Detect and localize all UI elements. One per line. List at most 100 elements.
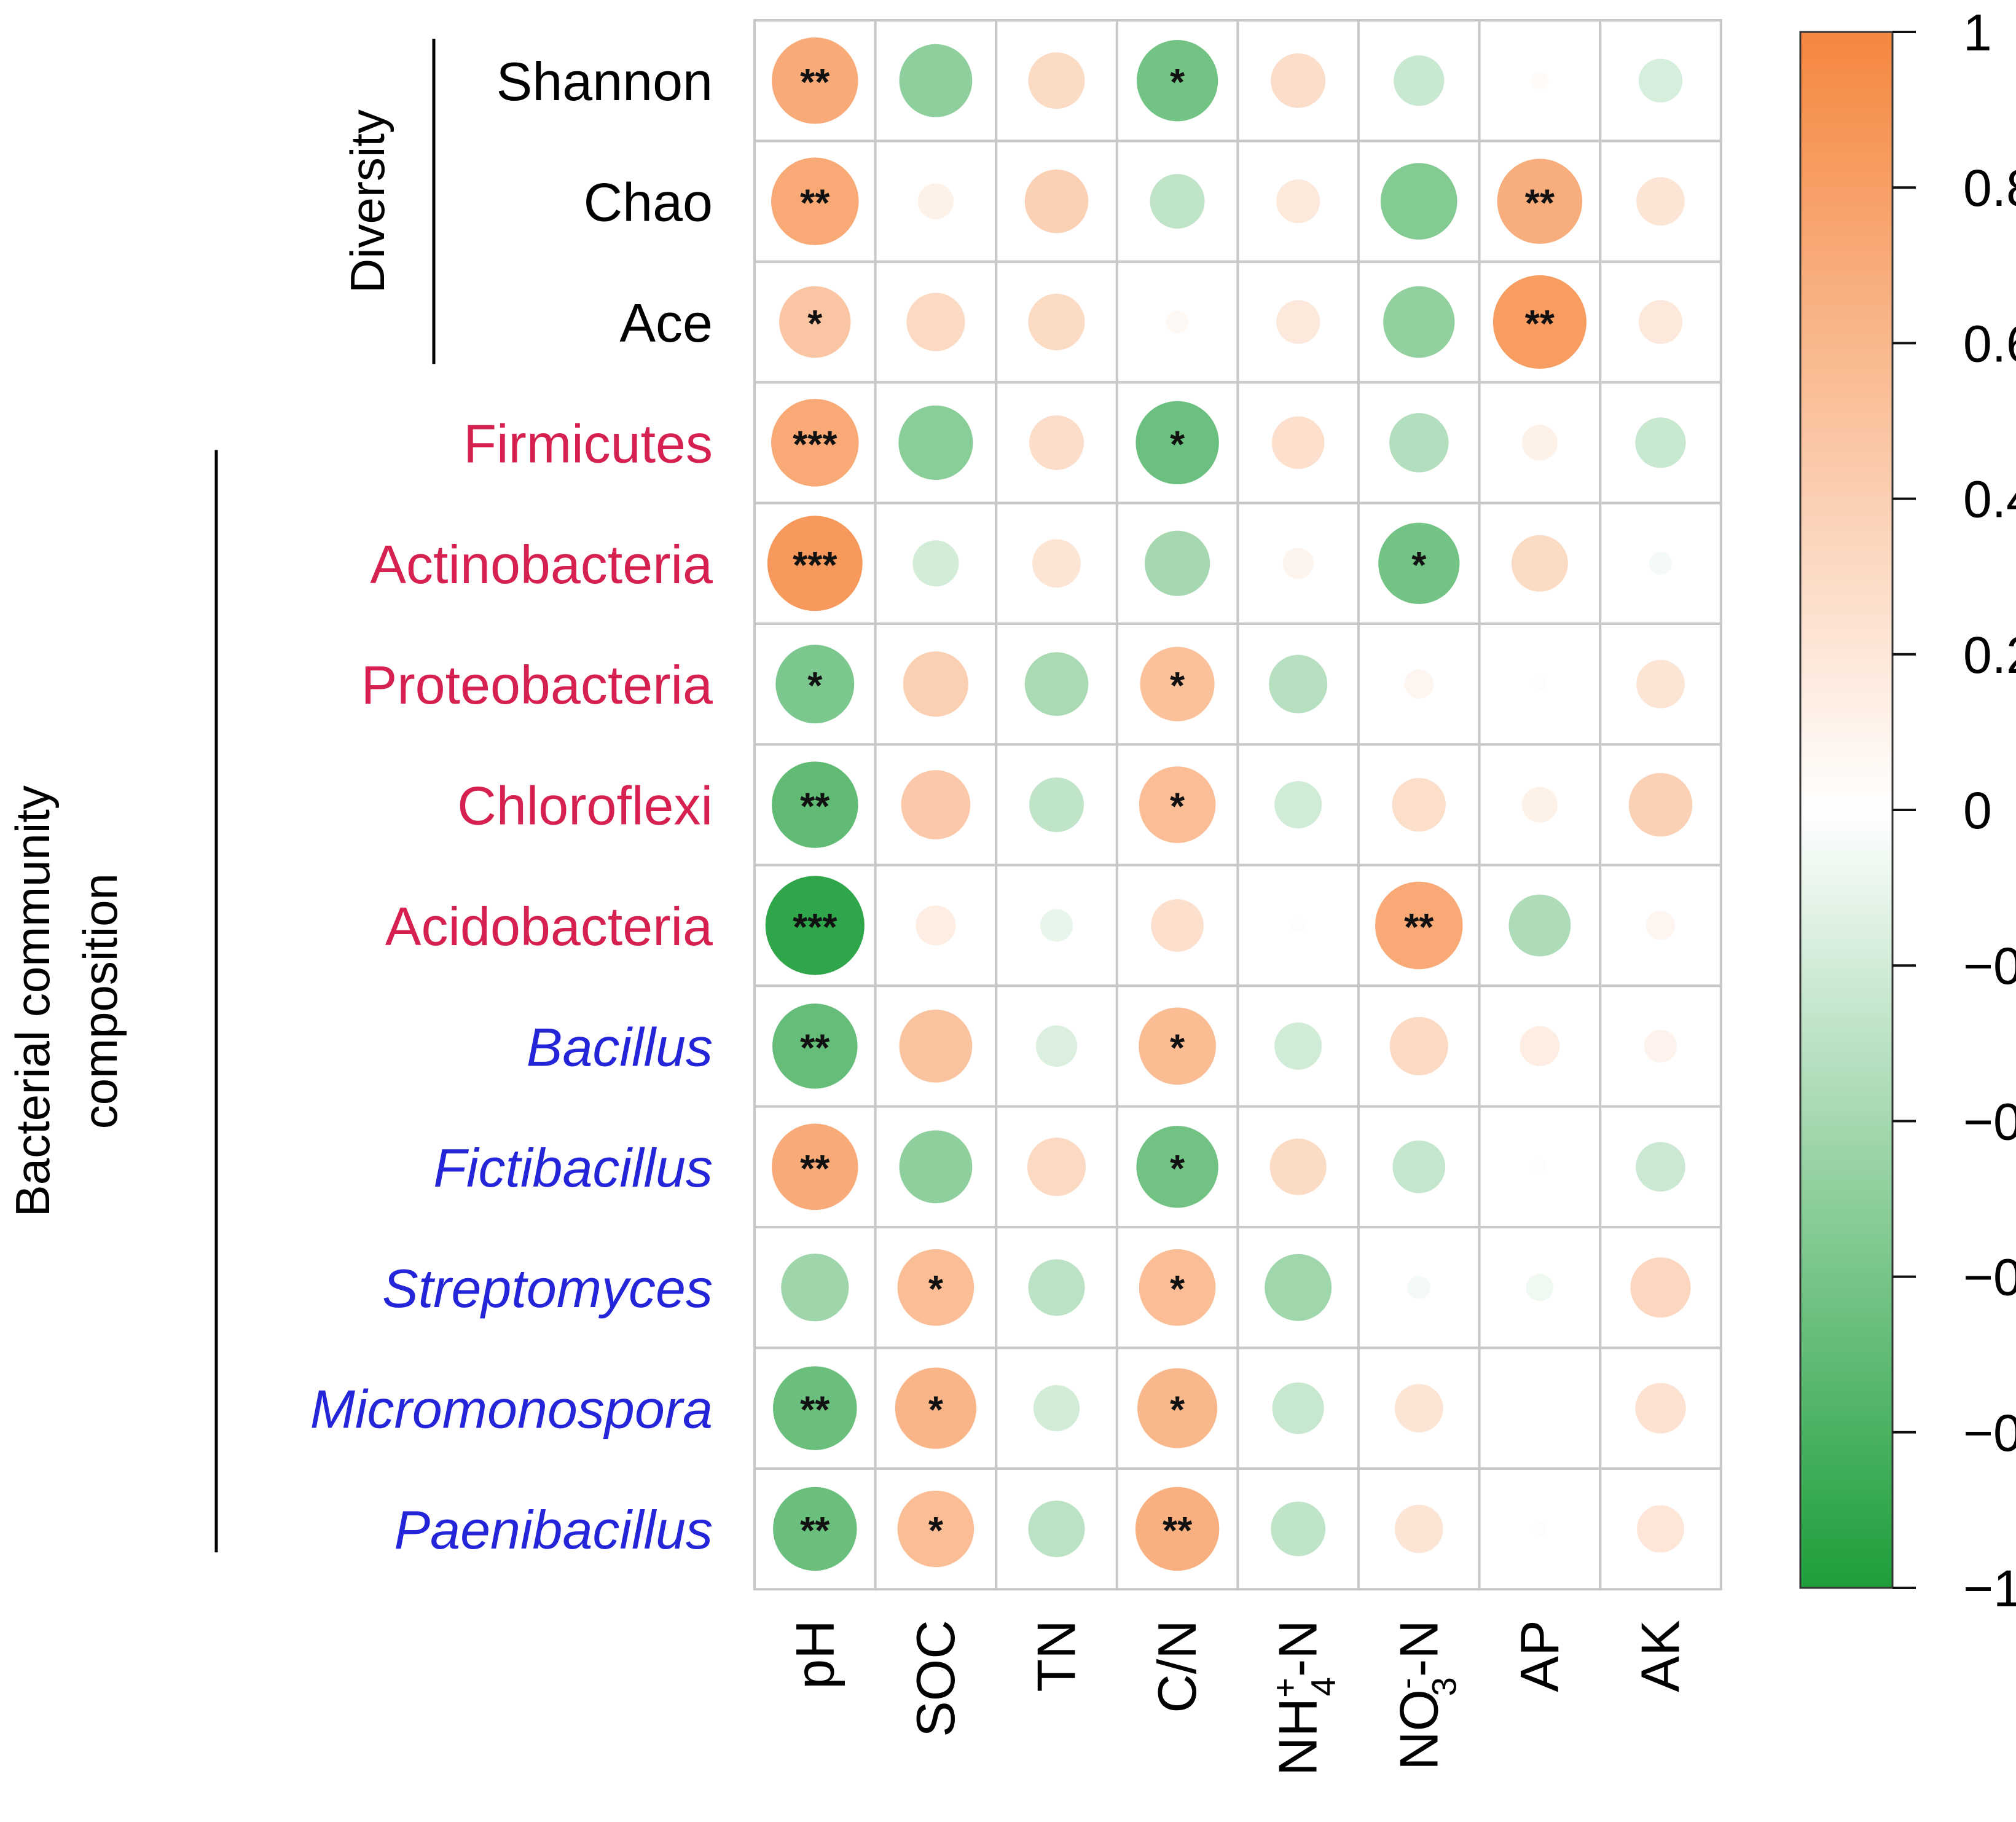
grid-cell: [1599, 1467, 1722, 1591]
significance-label: *: [1170, 61, 1185, 104]
significance-label: *: [1170, 1268, 1185, 1311]
corr-circle-ace-ap: [1492, 275, 1587, 369]
corr-circle-firmicutes-ap: [1521, 425, 1558, 461]
corr-circle-chao-tn: [1024, 169, 1089, 234]
row-label-chao: Chao: [584, 172, 713, 233]
corr-circle-streptomyces-tn: [1028, 1259, 1085, 1316]
corr-circle-chloroflexi-soc: [901, 770, 971, 839]
row-label-chloroflexi: Chloroflexi: [457, 776, 713, 836]
corr-circle-proteobacteria-ak: [1636, 659, 1685, 709]
corr-circle-chloroflexi-ph: [772, 761, 858, 848]
corr-circle-bacillus-ak: [1644, 1029, 1677, 1062]
row-group-labels: Diversity Bacterial community composition: [6, 39, 436, 1553]
row-labels: Shannon Chao Ace Firmicutes Actinobacteria Pr…: [310, 51, 713, 1560]
corr-circle-fictibacillus-ph: [772, 1123, 858, 1211]
column-labels: pH SOC TN C/N NH+4-N NO-3-N AP AK: [784, 1620, 1690, 1776]
column-label-no-n: NO-3-N: [1386, 1620, 1463, 1770]
corr-circle-actinobacteria-ph: [767, 516, 863, 611]
corr-circle-chloroflexi-tn: [1029, 777, 1084, 833]
corr-circle-chloroflexi-no-n: [1392, 777, 1446, 832]
significance-label: **: [1404, 906, 1434, 949]
corr-circle-chao-ph: [771, 157, 859, 245]
colorbar-tick-label: −1: [1963, 1560, 2016, 1617]
significance-label: *: [928, 1389, 944, 1432]
corr-circle-shannon-nh-n: [1271, 53, 1326, 108]
corr-circle-ace-ph: [779, 286, 851, 358]
corr-circle-acidobacteria-nh-n: [1290, 918, 1306, 933]
row-label-ace: Ace: [619, 293, 713, 353]
corr-circle-chao-soc: [917, 183, 954, 219]
diversity-group-label: Diversity: [340, 109, 394, 293]
corr-circle-paenibacillus-tn: [1028, 1500, 1085, 1558]
corr-circle-fictibacillus-tn: [1027, 1137, 1086, 1196]
corr-circle-paenibacillus-no-n: [1394, 1504, 1443, 1553]
significance-label: **: [1163, 1510, 1193, 1552]
corr-circle-chao-nh-n: [1276, 179, 1320, 224]
significance-label: ***: [793, 544, 837, 587]
colorbar-tick-label: −0.6: [1963, 1249, 2016, 1306]
column-label-c-n: C/N: [1147, 1620, 1207, 1713]
corr-circle-streptomyces-ap: [1526, 1273, 1554, 1302]
corr-circle-proteobacteria-c-n: [1140, 646, 1215, 721]
correlation-cells: ** *** *** ***** **** ** *** **** **** *** ** *** * *…: [765, 37, 1693, 1571]
corr-circle-fictibacillus-no-n: [1392, 1140, 1446, 1193]
column-label-soc: SOC: [905, 1620, 966, 1737]
significance-label: *: [1170, 665, 1185, 707]
corr-circle-bacillus-c-n: [1139, 1007, 1216, 1085]
corr-circle-chao-ak: [1636, 177, 1685, 226]
corr-circle-shannon-ap: [1531, 71, 1549, 90]
corr-circle-bacillus-nh-n: [1274, 1022, 1322, 1070]
corr-circle-shannon-tn: [1028, 52, 1085, 109]
corr-circle-micromonospora-nh-n: [1272, 1382, 1324, 1434]
corr-circle-micromonospora-c-n: [1137, 1368, 1218, 1448]
corr-circle-actinobacteria-c-n: [1144, 530, 1210, 596]
corr-circle-paenibacillus-ak: [1637, 1505, 1684, 1553]
significance-label: **: [1525, 183, 1555, 225]
colorbar-gradient: [1799, 31, 1894, 1589]
significance-label: *: [928, 1268, 944, 1311]
composition-group-label: Bacterial community composition: [6, 785, 127, 1217]
corr-circle-acidobacteria-ak: [1645, 911, 1676, 940]
corr-circle-bacillus-soc: [899, 1010, 973, 1083]
row-label-paenibacillus: Paenibacillus: [394, 1499, 713, 1560]
corr-circle-paenibacillus-soc: [897, 1490, 975, 1568]
row-label-streptomyces: Streptomyces: [382, 1258, 713, 1319]
corr-circle-micromonospora-ak: [1635, 1383, 1686, 1434]
colorbar-tick-label: −0.2: [1963, 937, 2016, 995]
corr-circle-micromonospora-no-n: [1394, 1384, 1443, 1432]
corr-circle-chloroflexi-c-n: [1139, 766, 1216, 843]
row-label-acidobacteria: Acidobacteria: [385, 896, 713, 957]
corr-circle-firmicutes-ph: [771, 399, 859, 487]
corr-circle-actinobacteria-soc: [912, 540, 959, 587]
corr-circle-streptomyces-c-n: [1139, 1249, 1216, 1326]
significance-label: *: [807, 665, 823, 707]
row-label-fictibacillus: Fictibacillus: [433, 1137, 713, 1198]
corr-circle-chao-ap: [1497, 159, 1583, 244]
row-label-firmicutes: Firmicutes: [463, 413, 713, 474]
corr-circle-actinobacteria-tn: [1032, 539, 1081, 588]
significance-label: *: [1170, 786, 1185, 828]
corr-circle-acidobacteria-tn: [1040, 909, 1073, 942]
corr-circle-firmicutes-ak: [1635, 417, 1686, 468]
corr-circle-ace-c-n: [1166, 310, 1189, 334]
significance-label: *: [928, 1510, 944, 1552]
corr-circle-paenibacillus-ap: [1532, 1522, 1547, 1536]
corr-circle-fictibacillus-ap: [1532, 1159, 1547, 1174]
significance-label: *: [1170, 423, 1185, 466]
row-label-proteobacteria: Proteobacteria: [361, 654, 713, 715]
corr-circle-streptomyces-soc: [897, 1249, 975, 1326]
corr-circle-proteobacteria-nh-n: [1269, 654, 1328, 713]
corr-circle-shannon-c-n: [1136, 40, 1218, 122]
corr-circle-chloroflexi-ap: [1521, 787, 1558, 823]
corr-circle-actinobacteria-ak: [1649, 552, 1673, 575]
column-label-ak: AK: [1630, 1620, 1691, 1692]
significance-label: *: [1411, 544, 1427, 587]
corr-circle-bacillus-no-n: [1389, 1016, 1448, 1075]
significance-label: ***: [793, 906, 837, 949]
corr-circle-micromonospora-tn: [1033, 1385, 1080, 1432]
colorbar-tick-label: −0.4: [1963, 1093, 2016, 1150]
significance-label: **: [800, 1148, 830, 1190]
corr-circle-ace-ak: [1638, 300, 1683, 344]
significance-label: *: [1170, 1389, 1185, 1432]
